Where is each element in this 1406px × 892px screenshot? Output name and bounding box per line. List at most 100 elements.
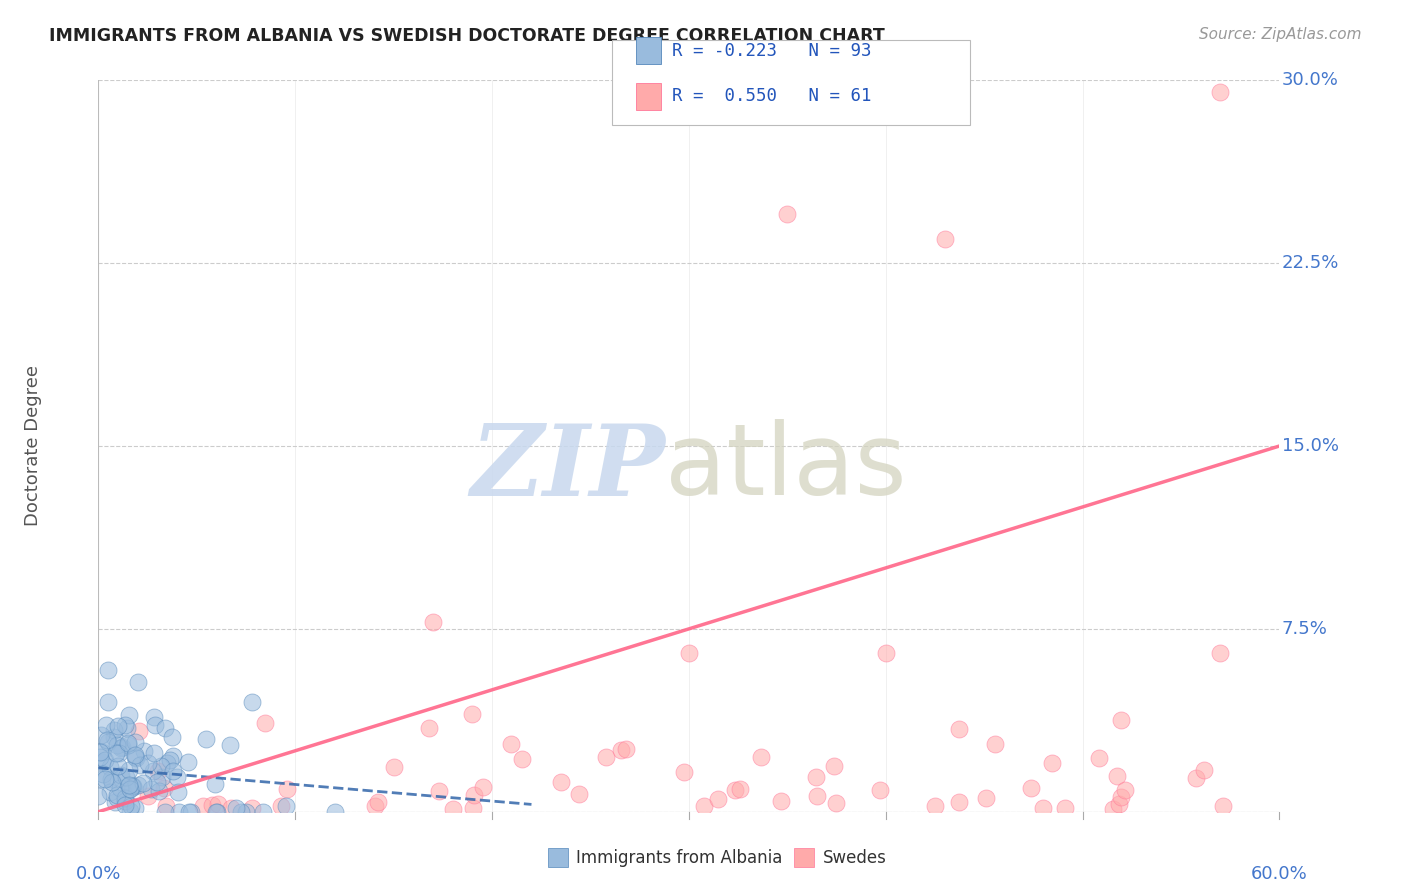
Point xyxy=(235,805,257,819)
Point xyxy=(155,799,177,814)
Point xyxy=(724,782,747,797)
Point xyxy=(149,759,172,773)
Point xyxy=(110,771,132,785)
Point xyxy=(673,765,696,780)
Point xyxy=(270,799,292,814)
Point xyxy=(728,781,751,796)
Point xyxy=(121,780,143,794)
Point xyxy=(1032,801,1054,815)
Point xyxy=(97,734,120,748)
Point xyxy=(219,800,242,814)
Point xyxy=(382,760,405,774)
Point xyxy=(166,770,188,784)
Point xyxy=(1054,801,1077,815)
Point xyxy=(146,775,169,789)
Point xyxy=(825,796,848,810)
Point xyxy=(160,730,183,744)
Point xyxy=(422,615,444,629)
Point xyxy=(124,800,146,814)
Point xyxy=(139,781,162,796)
Point xyxy=(205,805,228,819)
Point xyxy=(110,740,132,755)
Point xyxy=(610,743,633,757)
Point xyxy=(94,753,117,767)
Point xyxy=(231,805,253,819)
Point xyxy=(118,764,141,778)
Point xyxy=(91,772,114,786)
Point xyxy=(107,719,129,733)
Point xyxy=(114,798,136,813)
Point xyxy=(108,747,131,761)
Point xyxy=(118,778,141,792)
Point xyxy=(152,780,174,795)
Point xyxy=(142,746,165,760)
Point xyxy=(614,742,637,756)
Point xyxy=(177,805,200,819)
Point xyxy=(136,789,159,804)
Point xyxy=(253,715,276,730)
Point xyxy=(162,764,184,779)
Point xyxy=(143,709,166,723)
Point xyxy=(1109,789,1132,804)
Point xyxy=(167,805,190,819)
Point xyxy=(90,728,112,742)
Point xyxy=(194,732,217,747)
Point xyxy=(100,774,122,789)
Point xyxy=(219,739,242,753)
Point xyxy=(105,788,128,802)
Point xyxy=(1040,756,1063,771)
Point xyxy=(131,776,153,790)
Point xyxy=(242,801,264,815)
Point xyxy=(678,646,700,660)
Point xyxy=(1088,751,1111,765)
Point xyxy=(823,758,845,772)
Point xyxy=(276,781,298,796)
Point xyxy=(91,767,114,781)
Point xyxy=(550,774,572,789)
Point xyxy=(159,753,181,767)
Point xyxy=(461,801,484,815)
Text: 60.0%: 60.0% xyxy=(1251,865,1308,883)
Point xyxy=(103,730,125,744)
Point xyxy=(148,784,170,798)
Point xyxy=(501,737,523,751)
Point xyxy=(98,784,121,798)
Point xyxy=(463,788,485,802)
Point xyxy=(114,790,136,805)
Point xyxy=(510,751,533,765)
Point xyxy=(91,756,114,770)
Point xyxy=(201,797,224,812)
Point xyxy=(364,798,387,813)
Text: IMMIGRANTS FROM ALBANIA VS SWEDISH DOCTORATE DEGREE CORRELATION CHART: IMMIGRANTS FROM ALBANIA VS SWEDISH DOCTO… xyxy=(49,27,884,45)
Point xyxy=(124,735,146,749)
Point xyxy=(89,745,111,759)
Point xyxy=(97,695,120,709)
Point xyxy=(1212,798,1234,813)
Point xyxy=(1108,797,1130,811)
Point xyxy=(934,232,956,246)
Point xyxy=(124,747,146,762)
Point xyxy=(90,745,112,759)
Point xyxy=(121,779,143,793)
Point xyxy=(252,805,274,819)
Text: ZIP: ZIP xyxy=(471,420,665,516)
Point xyxy=(1102,802,1125,816)
Point xyxy=(117,783,139,797)
Point xyxy=(104,795,127,809)
Point xyxy=(441,802,464,816)
Point xyxy=(204,777,226,791)
Point xyxy=(806,770,828,784)
Point xyxy=(124,750,146,764)
Point xyxy=(100,772,122,786)
Point xyxy=(770,794,793,808)
Point xyxy=(120,804,142,818)
Point xyxy=(118,707,141,722)
Point xyxy=(148,764,170,778)
Point xyxy=(153,805,176,819)
Point xyxy=(96,733,118,747)
Point xyxy=(461,707,484,722)
Point xyxy=(121,779,143,793)
Point xyxy=(1192,763,1215,777)
Point xyxy=(193,799,215,814)
Point xyxy=(367,795,389,809)
